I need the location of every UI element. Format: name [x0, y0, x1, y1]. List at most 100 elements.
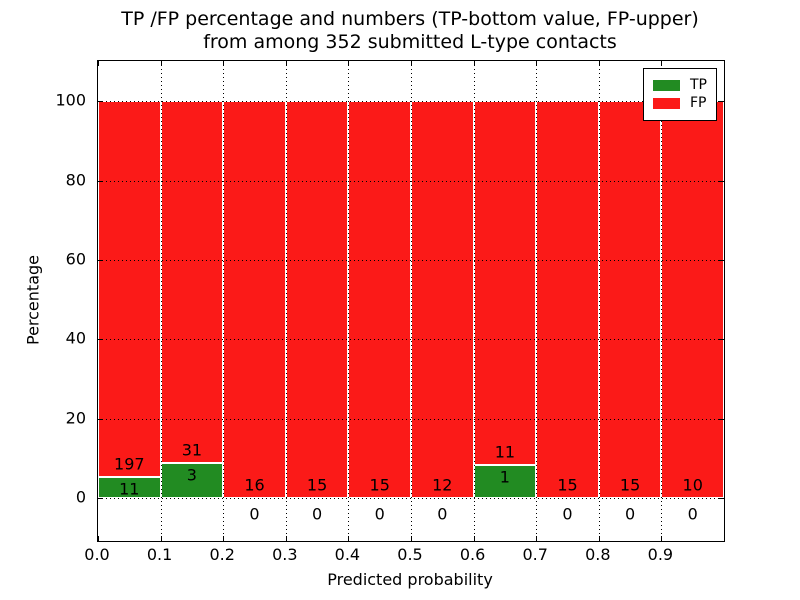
tp-count-label: 11	[119, 479, 140, 499]
fp-count-label: 10	[682, 475, 703, 495]
x-tick-mark	[474, 61, 475, 66]
y-tick-mark	[98, 260, 103, 261]
x-tick-label: 0.9	[647, 545, 674, 564]
x-tick-mark	[411, 61, 412, 66]
fp-count-label: 15	[557, 475, 578, 495]
x-tick-mark	[599, 61, 600, 66]
tp-count-label: 0	[312, 504, 323, 524]
fp-count-label: 15	[369, 475, 390, 495]
x-tick-mark	[536, 61, 537, 66]
gridline-vertical	[223, 61, 224, 541]
y-tick-label: 20	[65, 408, 86, 428]
y-tick-label: 0	[75, 487, 86, 507]
tp-count-label: 0	[249, 504, 260, 524]
x-tick-label: 0.5	[397, 545, 423, 564]
x-tick-mark	[661, 536, 662, 541]
legend-item-tp: TP	[653, 78, 707, 93]
x-tick-mark	[348, 61, 349, 66]
chart-title-line1: TP /FP percentage and numbers (TP-bottom…	[121, 8, 699, 30]
fp-count-label: 16	[244, 475, 265, 495]
x-tick-label: 0.7	[522, 545, 548, 564]
gridline-vertical	[411, 61, 412, 541]
legend-item-fp: FP	[653, 96, 707, 111]
x-tick-label: 0.3	[272, 545, 298, 564]
tp-bar-segment	[160, 463, 224, 499]
x-tick-mark	[348, 536, 349, 541]
x-axis-label: Predicted probability	[327, 570, 493, 589]
gridline-vertical	[599, 61, 600, 541]
y-tick-mark	[98, 101, 103, 102]
plot-area: TP FP 197 11 31 3 16 0 15 0 15 0 12 0 11 1 15 0 15 0 10 0	[97, 60, 725, 542]
fp-bar-segment	[598, 101, 662, 499]
legend-label-tp: TP	[690, 77, 707, 93]
fp-bar-segment	[160, 101, 224, 464]
y-tick-mark	[98, 419, 103, 420]
fp-count-label: 12	[432, 475, 453, 495]
y-tick-mark	[719, 181, 724, 182]
x-tick-mark	[223, 61, 224, 66]
tp-bar-segment	[473, 465, 537, 499]
x-tick-mark	[661, 61, 662, 66]
y-tick-mark	[98, 181, 103, 182]
fp-swatch-icon	[653, 98, 680, 109]
fp-bar-segment	[223, 101, 286, 499]
y-tick-mark	[719, 101, 724, 102]
x-tick-mark	[536, 536, 537, 541]
x-tick-mark	[223, 536, 224, 541]
fp-bar-segment	[473, 101, 537, 466]
y-tick-label: 100	[55, 90, 86, 110]
y-tick-mark	[719, 260, 724, 261]
x-tick-mark	[599, 536, 600, 541]
fp-count-label: 11	[494, 442, 516, 462]
tp-count-label: 1	[499, 467, 510, 487]
y-tick-mark	[719, 498, 724, 499]
chart-title-line2: from among 352 submitted L-type contacts	[203, 31, 617, 53]
fp-count-label: 15	[306, 475, 328, 495]
fp-bar-segment	[98, 101, 161, 478]
fp-bar-segment	[285, 101, 349, 499]
gridline-vertical	[661, 61, 662, 541]
tp-count-label: 0	[437, 504, 448, 524]
y-tick-mark	[98, 339, 103, 340]
x-tick-label: 0.6	[459, 545, 486, 564]
x-tick-mark	[98, 61, 99, 66]
x-tick-label: 0.1	[146, 545, 173, 564]
x-tick-mark	[286, 536, 287, 541]
y-tick-label: 40	[65, 328, 86, 348]
y-tick-mark	[719, 419, 724, 420]
legend: TP FP	[643, 68, 717, 121]
x-tick-label: 0.2	[209, 545, 235, 564]
gridline-vertical	[348, 61, 349, 541]
x-tick-mark	[98, 536, 99, 541]
chart-title: TP /FP percentage and numbers (TP-bottom…	[97, 8, 723, 54]
y-tick-label: 60	[65, 249, 86, 269]
tp-count-label: 0	[562, 504, 573, 524]
tp-bar-segment	[98, 477, 161, 499]
tp-count-label: 0	[687, 504, 698, 524]
x-tick-mark	[474, 536, 475, 541]
x-tick-mark	[411, 536, 412, 541]
tp-count-label: 3	[186, 465, 197, 485]
fp-bar-segment	[348, 101, 411, 499]
x-tick-label: 0.8	[585, 545, 611, 564]
x-tick-mark	[286, 61, 287, 66]
fp-bar-segment	[661, 101, 724, 499]
x-tick-label: 0.4	[334, 545, 361, 564]
fp-bar-segment	[411, 101, 474, 499]
gridline-vertical	[536, 61, 537, 541]
tp-count-label: 0	[625, 504, 636, 524]
fp-bar-segment	[536, 101, 599, 499]
gridline-vertical	[474, 61, 475, 541]
x-tick-mark	[161, 61, 162, 66]
gridline-vertical	[286, 61, 287, 541]
x-tick-label: 0.0	[84, 545, 110, 564]
x-tick-mark	[161, 536, 162, 541]
fp-count-label: 31	[181, 440, 203, 460]
y-tick-mark	[98, 498, 103, 499]
tp-count-label: 0	[374, 504, 385, 524]
legend-label-fp: FP	[690, 95, 707, 111]
gridline-vertical	[161, 61, 162, 541]
y-tick-mark	[719, 339, 724, 340]
y-axis-label: Percentage	[23, 254, 43, 346]
